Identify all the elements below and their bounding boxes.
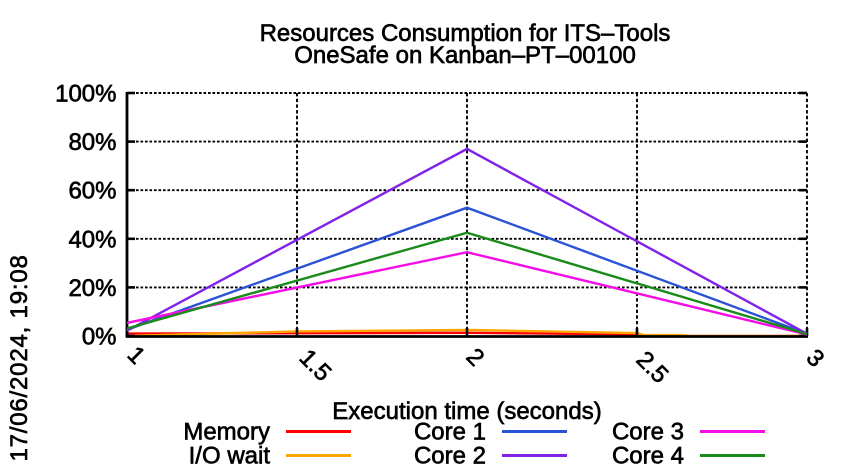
svg-text:60%: 60%: [68, 178, 116, 205]
svg-text:Core 1: Core 1: [414, 419, 486, 446]
svg-text:20%: 20%: [68, 275, 116, 302]
svg-text:100%: 100%: [55, 81, 116, 108]
svg-text:40%: 40%: [68, 226, 116, 253]
svg-text:Resources Consumption for ITS–: Resources Consumption for ITS–Tools: [260, 20, 671, 47]
svg-text:17/06/2024, 19:08: 17/06/2024, 19:08: [6, 254, 33, 461]
svg-text:Memory: Memory: [183, 419, 270, 446]
svg-text:Core 3: Core 3: [612, 419, 684, 446]
svg-text:Core 2: Core 2: [414, 443, 486, 470]
svg-text:Execution time (seconds): Execution time (seconds): [332, 398, 601, 425]
svg-text:OneSafe on Kanban–PT–00100: OneSafe on Kanban–PT–00100: [294, 42, 636, 69]
svg-text:Core 4: Core 4: [612, 443, 684, 470]
svg-text:0%: 0%: [82, 324, 117, 351]
svg-text:80%: 80%: [68, 129, 116, 156]
svg-text:I/O wait: I/O wait: [189, 443, 271, 470]
